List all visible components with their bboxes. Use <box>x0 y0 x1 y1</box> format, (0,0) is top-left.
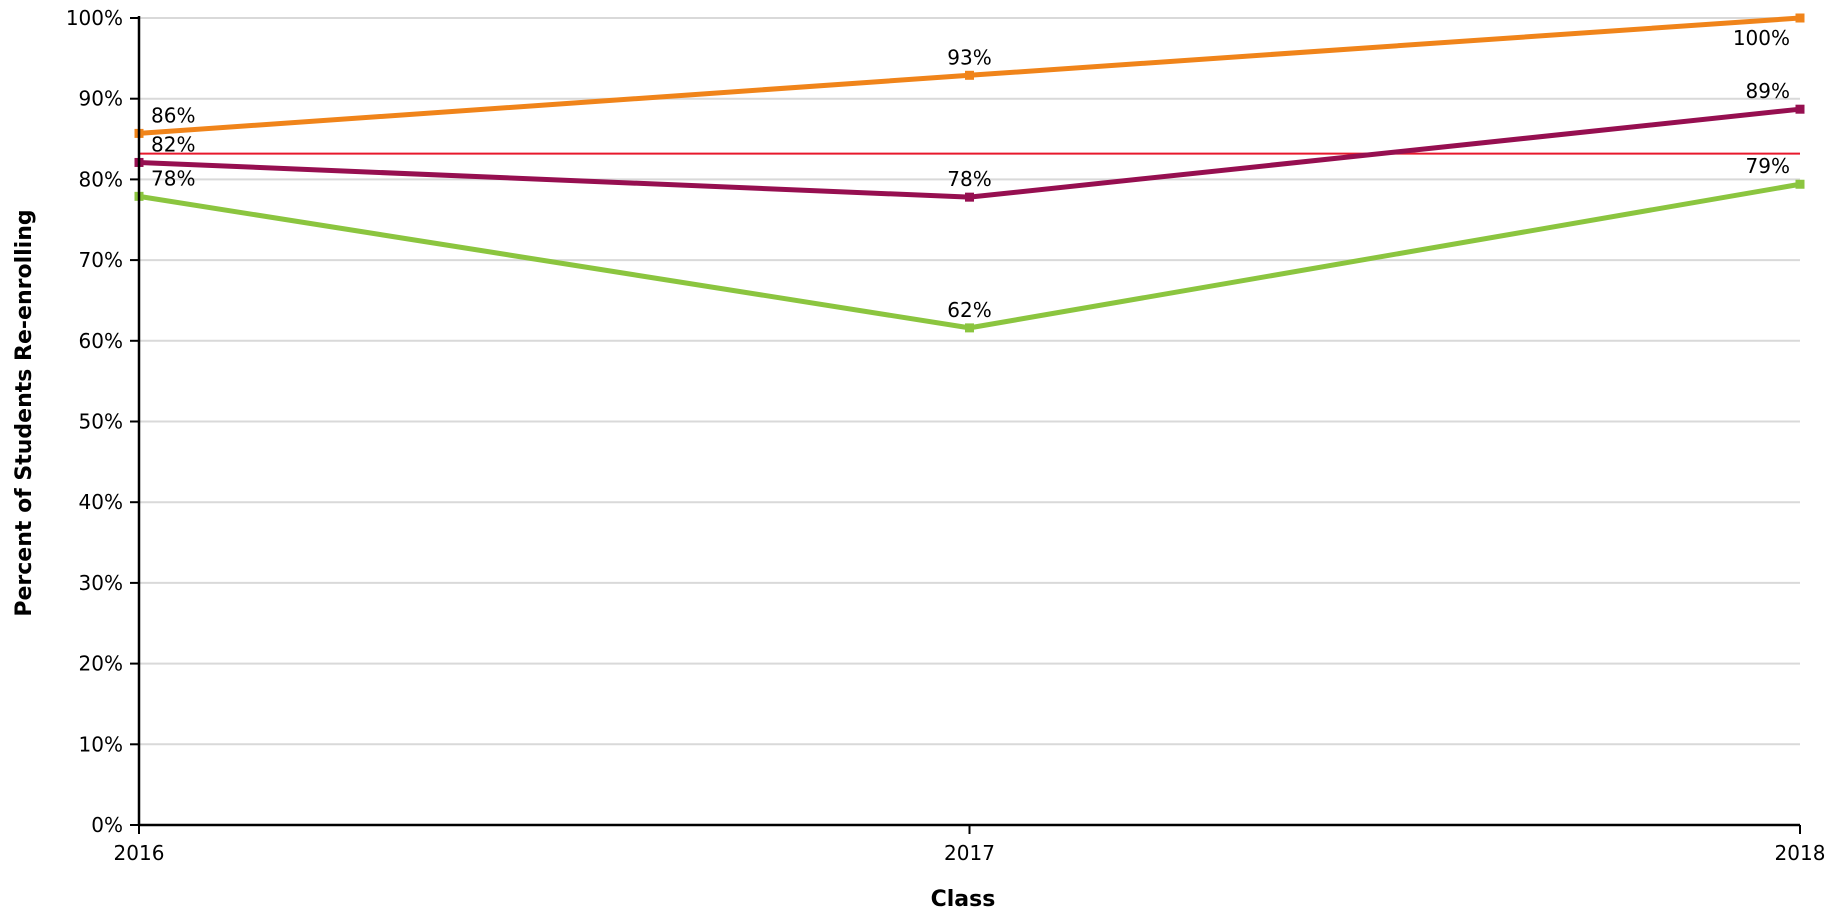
x-axis-title: Class <box>931 887 996 912</box>
data-label: 82% <box>151 132 195 156</box>
x-tick-labels: 2016 2017 2018 <box>114 841 1826 865</box>
y-tick-label: 0% <box>91 813 123 837</box>
data-label: 89% <box>1746 79 1790 103</box>
y-tick-label: 30% <box>79 571 123 595</box>
y-tick-label: 80% <box>79 167 123 191</box>
data-label: 93% <box>947 45 991 69</box>
y-axis-title: Percent of Students Re-enrolling <box>12 209 37 616</box>
x-tick-label: 2016 <box>114 841 165 865</box>
data-label: 86% <box>151 103 195 127</box>
data-point <box>965 70 974 80</box>
data-point <box>1795 179 1805 189</box>
data-label: 100% <box>1733 26 1790 50</box>
data-point <box>1795 13 1805 23</box>
y-tick-label: 90% <box>79 87 123 111</box>
y-tick-label: 20% <box>79 652 123 676</box>
series-layer <box>134 13 1805 333</box>
gridlines <box>139 17 1800 746</box>
axes <box>130 16 1801 834</box>
data-point <box>965 192 974 202</box>
data-label: 79% <box>1746 154 1790 178</box>
y-tick-label: 70% <box>79 248 123 272</box>
data-point <box>1795 104 1805 114</box>
x-tick-label: 2017 <box>944 841 995 865</box>
y-tick-labels: 0% 10% 20% 30% 40% 50% 60% 70% 80% 90% 100% <box>66 6 123 837</box>
x-tick-label: 2018 <box>1775 841 1826 865</box>
data-label: 78% <box>947 167 991 191</box>
y-tick-label: 40% <box>79 490 123 514</box>
data-labels: 86% 93% 100% 82% 78% 89% 78% 62% 79% <box>151 26 1790 322</box>
data-label: 78% <box>151 166 195 190</box>
y-tick-label: 60% <box>79 329 123 353</box>
y-tick-label: 10% <box>79 732 123 756</box>
data-label: 62% <box>947 298 991 322</box>
data-point <box>965 323 974 333</box>
y-tick-label: 100% <box>66 6 123 30</box>
y-tick-label: 50% <box>79 410 123 434</box>
